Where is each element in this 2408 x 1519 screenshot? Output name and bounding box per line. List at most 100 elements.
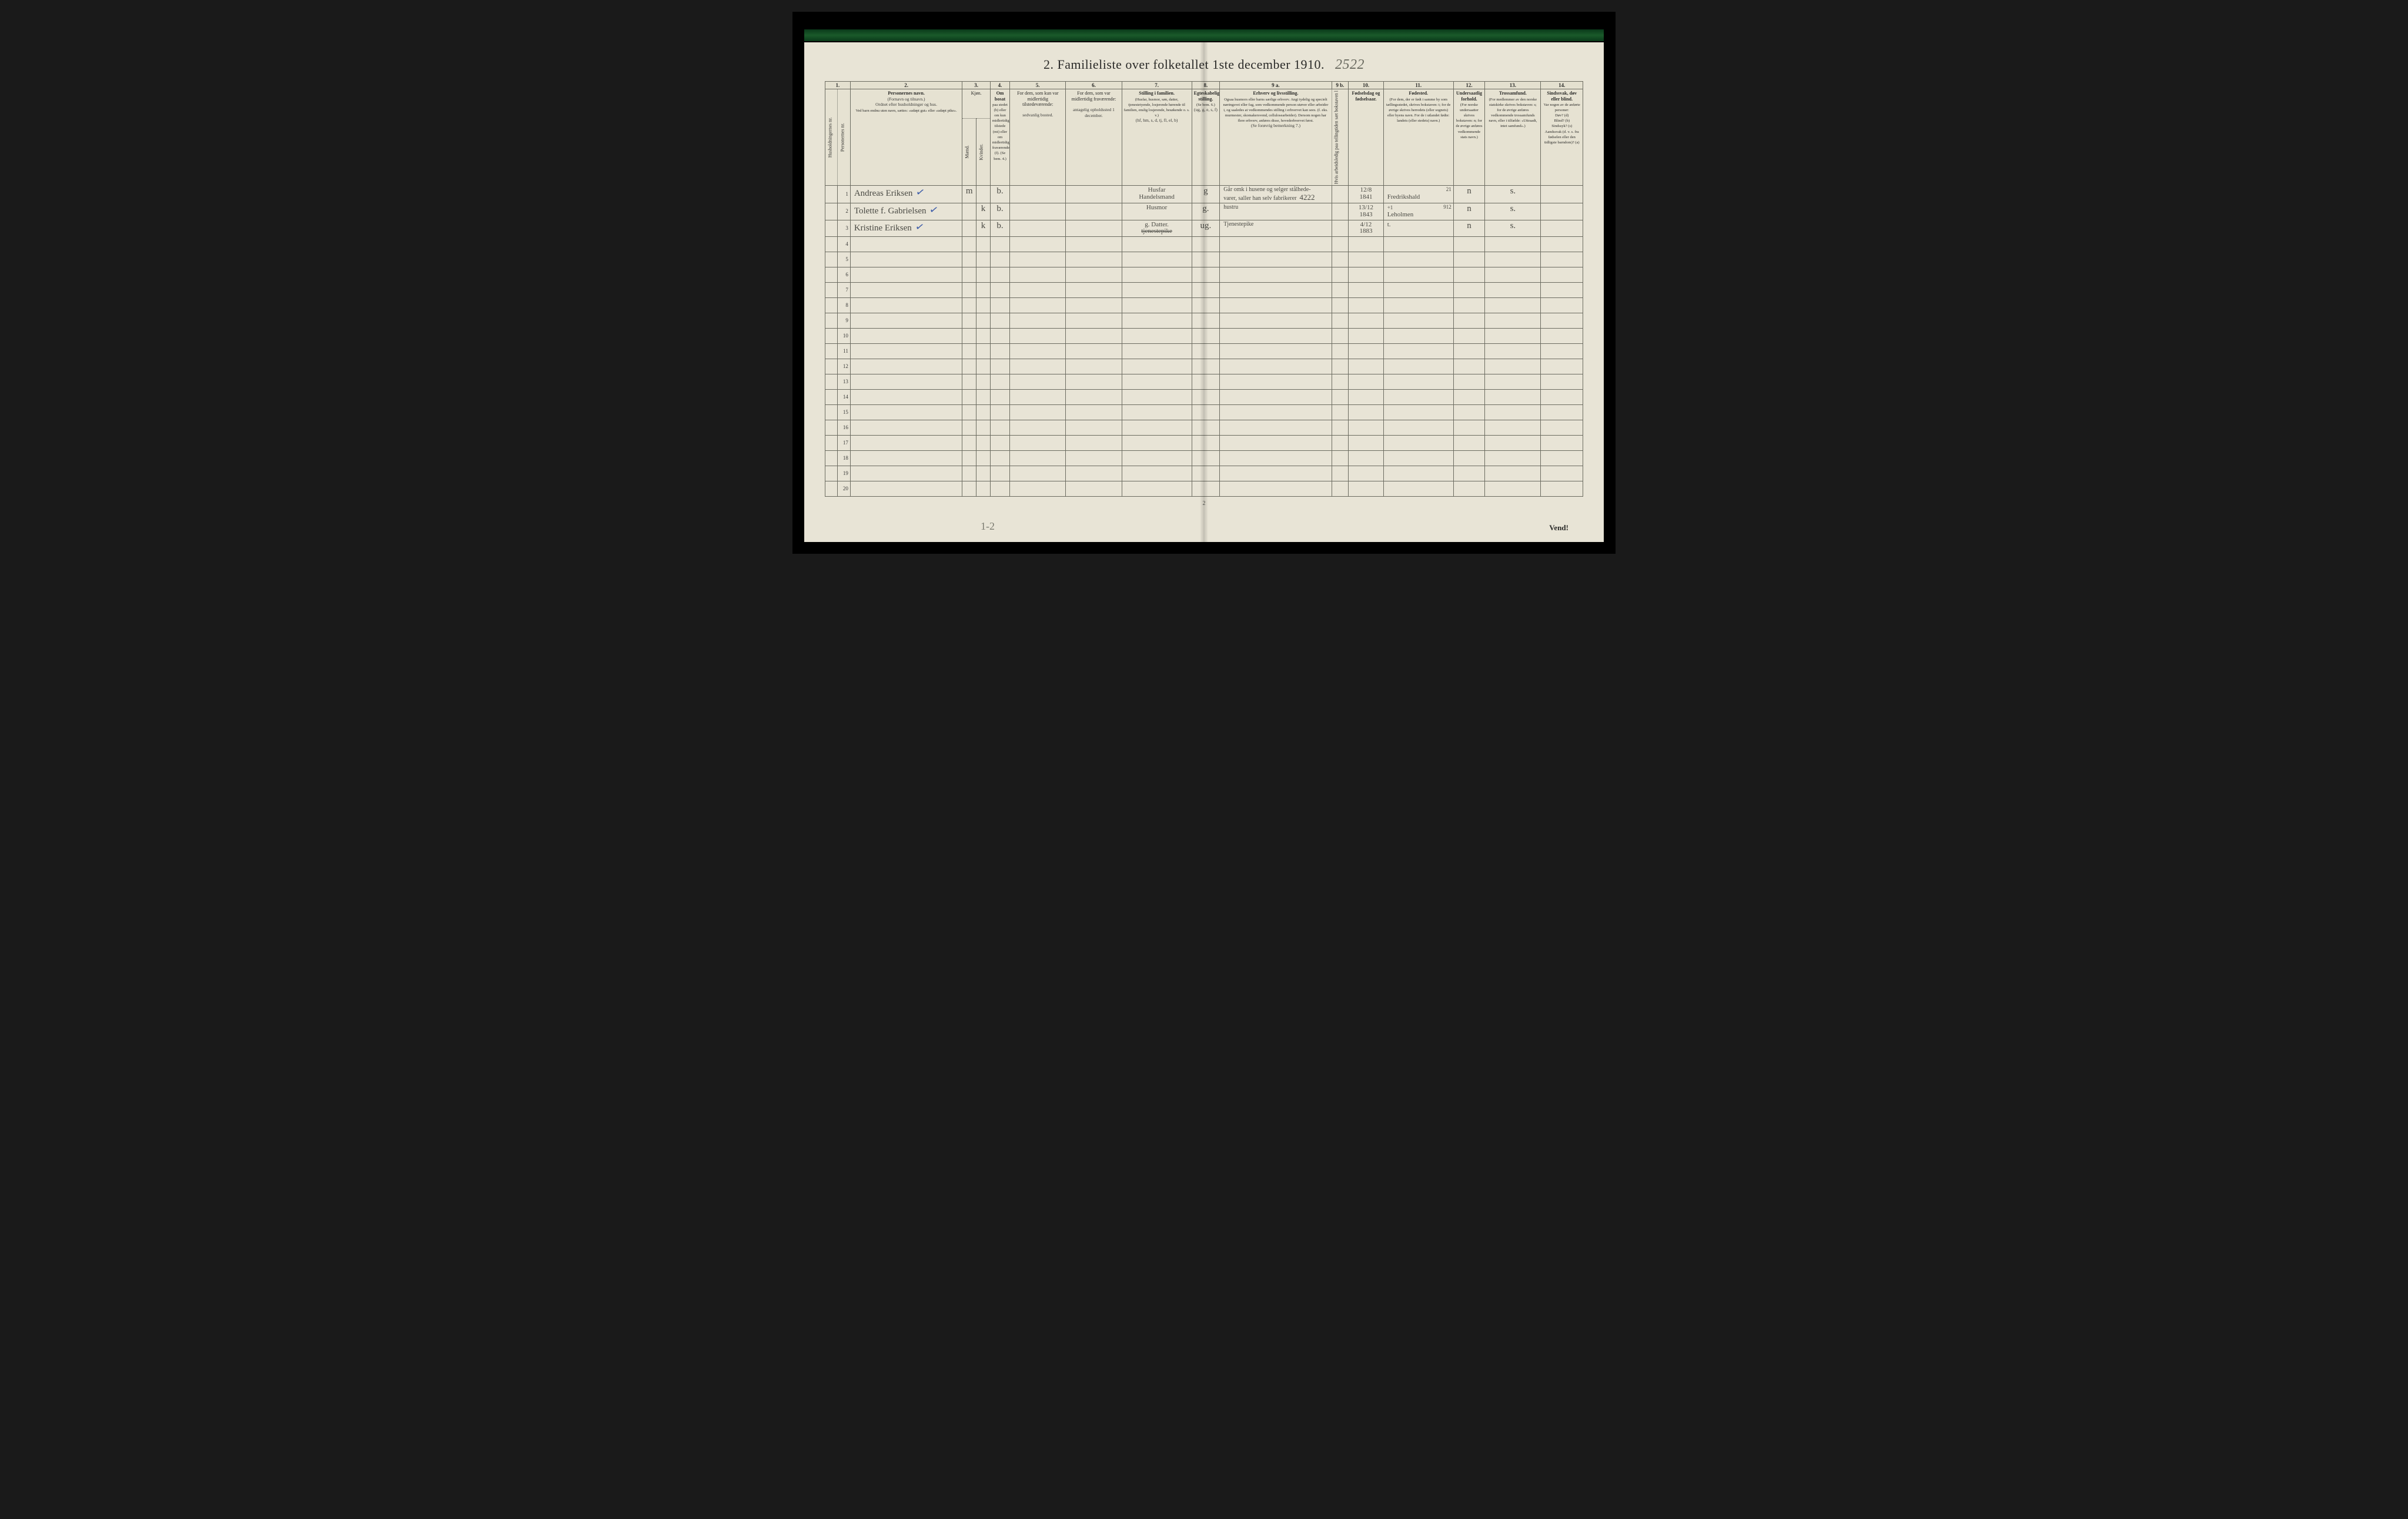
table-row: 10	[825, 328, 1583, 343]
empty-cell	[1541, 389, 1583, 404]
empty-cell	[962, 466, 976, 481]
empty-cell	[850, 359, 962, 374]
empty-cell	[1122, 297, 1192, 313]
cell-birth: 12/81841	[1349, 186, 1384, 203]
cell-nationality: n	[1453, 186, 1485, 203]
empty-cell	[1332, 343, 1349, 359]
cell-person-nr: 2	[838, 203, 850, 220]
cell-religion: s.	[1485, 203, 1541, 220]
empty-cell	[1349, 297, 1384, 313]
empty-cell	[976, 420, 991, 435]
empty-cell	[1485, 404, 1541, 420]
cell-birthplace: t.	[1383, 220, 1453, 236]
empty-cell	[825, 252, 838, 267]
table-row: 20	[825, 481, 1583, 496]
cell-birth: 4/121883	[1349, 220, 1384, 236]
empty-cell	[1383, 267, 1453, 282]
cell-birthplace: +1 912Leholmen	[1383, 203, 1453, 220]
empty-cell	[1485, 297, 1541, 313]
empty-cell	[825, 236, 838, 252]
cell-occupation: hustru	[1220, 203, 1332, 220]
colnum-1: 1.	[825, 82, 851, 89]
empty-cell	[850, 328, 962, 343]
empty-cell	[1010, 466, 1066, 481]
empty-cell	[825, 481, 838, 496]
cell-name: Andreas Eriksen ✓	[850, 186, 962, 203]
empty-cell	[1453, 359, 1485, 374]
empty-cell	[990, 313, 1009, 328]
empty-cell	[1066, 359, 1122, 374]
empty-cell	[1220, 481, 1332, 496]
empty-cell	[1010, 389, 1066, 404]
empty-cell	[1066, 282, 1122, 297]
cell-sex-m	[962, 220, 976, 236]
empty-cell	[1010, 435, 1066, 450]
empty-cell	[1066, 435, 1122, 450]
colnum-9a: 9 a.	[1220, 82, 1332, 89]
empty-cell	[1066, 481, 1122, 496]
table-row: 18	[825, 450, 1583, 466]
empty-cell	[1220, 420, 1332, 435]
empty-cell	[1220, 252, 1332, 267]
empty-cell	[850, 297, 962, 313]
empty-cell	[825, 359, 838, 374]
empty-cell	[962, 267, 976, 282]
table-body: 1Andreas Eriksen ✓mb.HusfarHandelsmandgG…	[825, 186, 1583, 496]
empty-cell	[1010, 328, 1066, 343]
empty-cell	[1349, 420, 1384, 435]
empty-cell	[1349, 466, 1384, 481]
empty-cell	[990, 404, 1009, 420]
empty-cell	[990, 389, 1009, 404]
table-row: 17	[825, 435, 1583, 450]
empty-cell	[1485, 313, 1541, 328]
colnum-3: 3.	[962, 82, 991, 89]
page-number: 2	[825, 500, 1583, 507]
empty-cell	[1220, 359, 1332, 374]
cell-residence: b.	[990, 186, 1009, 203]
empty-cell	[1541, 450, 1583, 466]
table-row: 4	[825, 236, 1583, 252]
table-row: 5	[825, 252, 1583, 267]
empty-cell	[1332, 267, 1349, 282]
hdr-birth: Fødselsdag og fødselsaar.	[1349, 89, 1384, 186]
empty-cell	[1453, 313, 1485, 328]
empty-cell	[1453, 297, 1485, 313]
empty-cell: 6	[838, 267, 850, 282]
cell-sex-k: k	[976, 220, 991, 236]
hdr-household-nr: Husholdningernes nr.	[825, 89, 838, 186]
hdr-religion: Trossamfund. (For medlemmer av den norsk…	[1485, 89, 1541, 186]
empty-cell	[1122, 374, 1192, 389]
empty-cell	[1541, 481, 1583, 496]
cell-household-nr	[825, 203, 838, 220]
empty-cell	[1192, 389, 1220, 404]
empty-cell	[1122, 466, 1192, 481]
empty-cell: 9	[838, 313, 850, 328]
empty-cell	[1485, 267, 1541, 282]
empty-cell	[1220, 389, 1332, 404]
empty-cell	[1541, 420, 1583, 435]
empty-cell	[1010, 359, 1066, 374]
table-header: 1. 2. 3. 4. 5. 6. 7. 8. 9 a. 9 b. 10. 11…	[825, 82, 1583, 186]
empty-cell	[1122, 313, 1192, 328]
empty-cell	[1066, 374, 1122, 389]
empty-cell	[1332, 404, 1349, 420]
empty-cell	[1122, 236, 1192, 252]
empty-cell: 16	[838, 420, 850, 435]
empty-cell	[976, 282, 991, 297]
colnum-9b: 9 b.	[1332, 82, 1349, 89]
empty-cell	[1192, 359, 1220, 374]
table-row: 11	[825, 343, 1583, 359]
empty-cell	[1485, 450, 1541, 466]
empty-cell	[1192, 404, 1220, 420]
empty-cell	[1383, 328, 1453, 343]
census-table: 1. 2. 3. 4. 5. 6. 7. 8. 9 a. 9 b. 10. 11…	[825, 81, 1583, 497]
empty-cell: 18	[838, 450, 850, 466]
empty-cell	[1220, 466, 1332, 481]
empty-cell	[990, 466, 1009, 481]
empty-cell	[1122, 343, 1192, 359]
empty-cell	[1192, 420, 1220, 435]
empty-cell	[1453, 236, 1485, 252]
title-number: 2.	[1044, 57, 1054, 72]
empty-cell	[1383, 252, 1453, 267]
empty-cell	[1349, 481, 1384, 496]
